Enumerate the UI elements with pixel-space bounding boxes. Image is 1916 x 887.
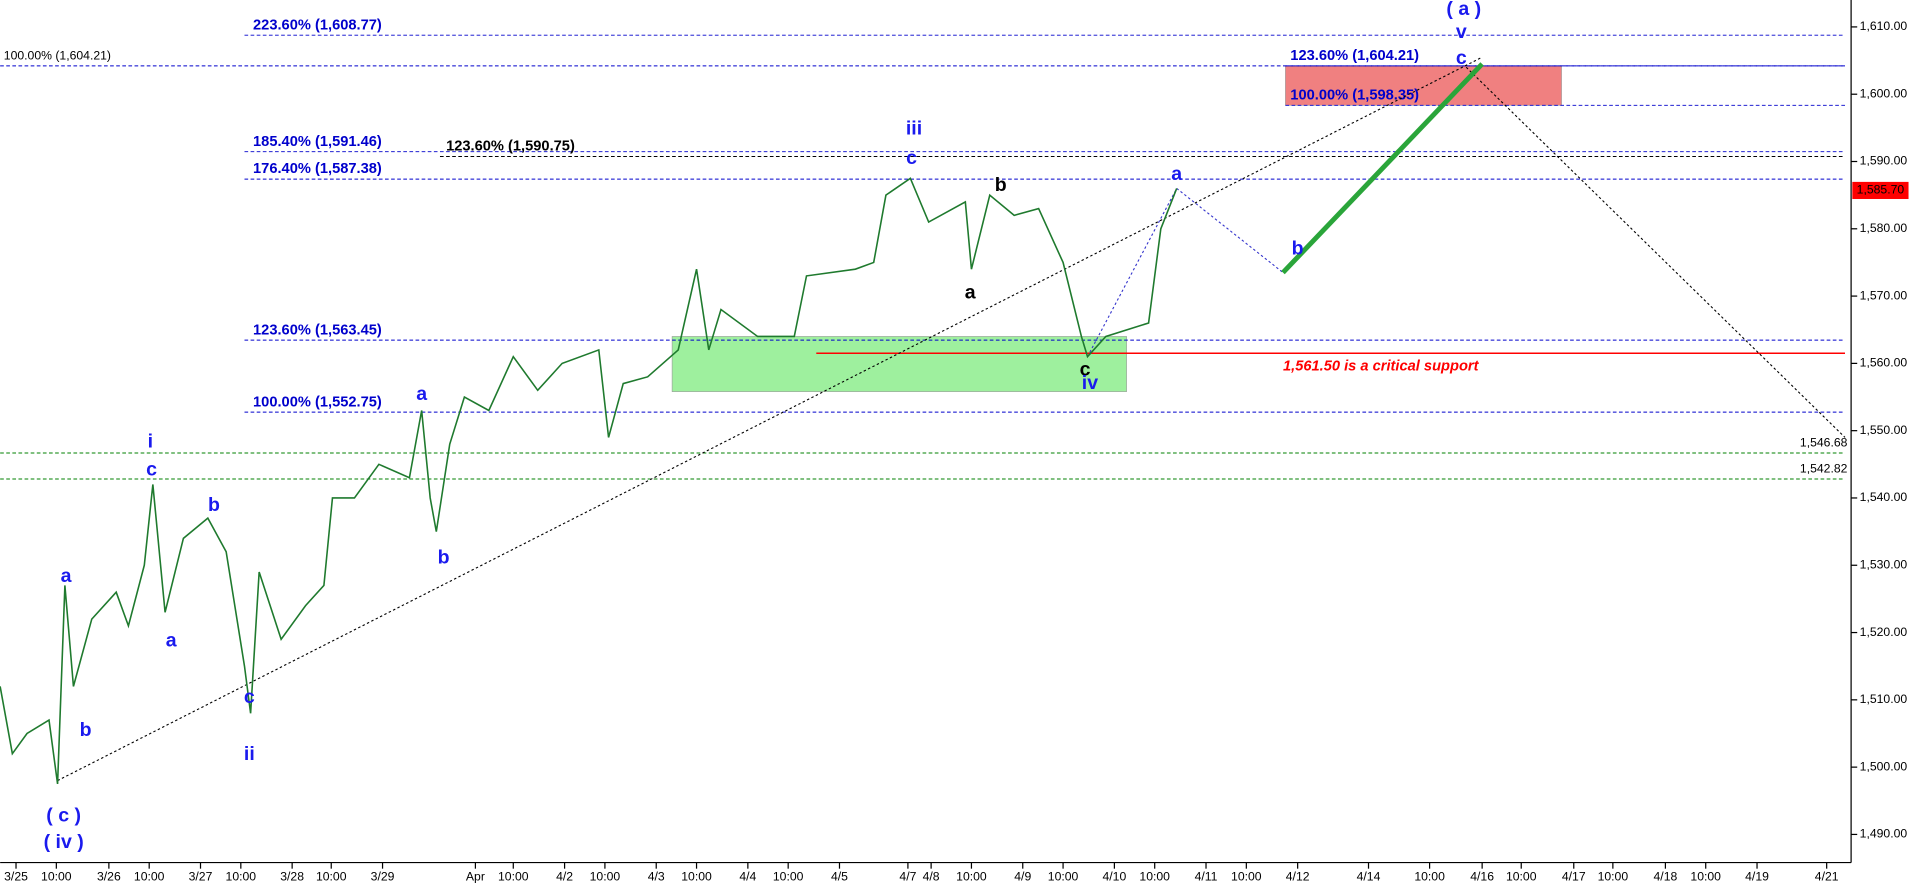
y-tick-label: 1,580.00 (1860, 221, 1908, 235)
wave-label: a (1171, 163, 1182, 185)
y-tick-label: 1,530.00 (1860, 557, 1908, 571)
x-tick-label: 4/11 (1195, 869, 1218, 883)
x-tick-label: 4/5 (831, 869, 848, 883)
x-tick-label: 10:00 (1506, 869, 1537, 883)
x-tick-label: 10:00 (316, 869, 347, 883)
wave-label: i (148, 430, 153, 452)
x-tick-label: 4/18 (1654, 869, 1678, 883)
wave-label: ii (244, 743, 255, 765)
y-tick-label: 1,590.00 (1860, 154, 1908, 168)
x-tick-label: 4/8 (923, 869, 940, 883)
x-tick-label: 10:00 (681, 869, 712, 883)
last-price-tag (1852, 181, 1909, 199)
wave-label: a (61, 565, 72, 587)
x-tick-label: 4/17 (1562, 869, 1586, 883)
x-tick-label: 10:00 (590, 869, 621, 883)
wave-label: c (1456, 47, 1467, 69)
x-tick-label: 4/2 (556, 869, 573, 883)
wave-label: b (995, 174, 1007, 196)
x-tick-label: 4/9 (1014, 869, 1031, 883)
x-tick-label: 10:00 (1231, 869, 1262, 883)
x-tick-label: 10:00 (41, 869, 72, 883)
x-tick-label: 4/3 (648, 869, 665, 883)
level-label: 100.00% (1,552.75) (253, 394, 382, 410)
x-tick-label: 4/21 (1815, 869, 1839, 883)
projection (1176, 187, 1284, 273)
level-label: 100.00% (1,604.21) (4, 48, 111, 62)
level-label: 1,546.68 (1800, 435, 1848, 449)
x-tick-label: 4/4 (739, 869, 756, 883)
wave-label: ( iv ) (44, 831, 84, 853)
x-tick-label: 10:00 (1598, 869, 1629, 883)
x-tick-label: 10:00 (1139, 869, 1170, 883)
price-line (0, 177, 1178, 785)
wave-label: c (244, 686, 255, 708)
wave-label: b (208, 494, 220, 516)
level-label: 123.60% (1,604.21) (1290, 48, 1419, 64)
x-tick-label: 3/29 (371, 869, 395, 883)
x-tick-label: 10:00 (226, 869, 257, 883)
level-label: 1,561.50 is a critical support (1283, 359, 1480, 375)
level-label: 223.60% (1,608.77) (253, 17, 382, 33)
wave-label: v (1456, 21, 1467, 43)
x-tick-label: 3/27 (189, 869, 213, 883)
x-tick-label: 4/12 (1286, 869, 1310, 883)
wave-label: b (80, 719, 92, 741)
y-tick-label: 1,600.00 (1860, 86, 1908, 100)
x-tick-label: 4/19 (1745, 869, 1769, 883)
y-tick-label: 1,490.00 (1860, 827, 1908, 841)
level-label: 176.40% (1,587.38) (253, 161, 382, 177)
y-tick-label: 1,560.00 (1860, 356, 1908, 370)
wave-label: c (906, 147, 917, 169)
wave-label: b (1292, 237, 1304, 259)
y-tick-label: 1,540.00 (1860, 490, 1908, 504)
wave-label: iii (906, 118, 922, 140)
x-tick-label: 3/25 (4, 869, 28, 883)
projection (1465, 66, 1846, 438)
level-label: 1,542.82 (1800, 461, 1848, 475)
x-tick-label: 10:00 (956, 869, 987, 883)
y-tick-label: 1,570.00 (1860, 288, 1908, 302)
wave-label: iv (1082, 372, 1098, 394)
x-tick-label: 3/26 (97, 869, 121, 883)
x-tick-label: Apr (466, 869, 485, 883)
wave-label: a (166, 630, 177, 652)
wave-label: c (1080, 358, 1091, 380)
x-tick-label: 10:00 (498, 869, 529, 883)
x-tick-label: 4/7 (899, 869, 916, 883)
wave-label: a (416, 383, 427, 405)
wave-label: c (146, 459, 157, 481)
x-tick-label: 10:00 (134, 869, 165, 883)
wave-label: ( c ) (46, 804, 81, 826)
y-tick-label: 1,520.00 (1860, 625, 1908, 639)
projection (57, 56, 1483, 782)
y-tick-label: 1,510.00 (1860, 692, 1908, 706)
y-tick-label: 1,610.00 (1860, 19, 1908, 33)
projection (1087, 188, 1178, 357)
projection (1281, 62, 1484, 275)
x-tick-label: 4/16 (1470, 869, 1494, 883)
x-tick-label: 10:00 (773, 869, 804, 883)
x-tick-label: 10:00 (1414, 869, 1445, 883)
level-label: 185.40% (1,591.46) (253, 134, 382, 150)
level-label: 100.00% (1,598.35) (1290, 87, 1419, 103)
x-tick-label: 10:00 (1690, 869, 1721, 883)
last-price-label: 1,585.70 (1857, 183, 1905, 197)
x-tick-label: 3/28 (280, 869, 304, 883)
wave-label: b (438, 547, 450, 569)
wave-label: a (965, 281, 976, 303)
x-tick-label: 4/10 (1103, 869, 1127, 883)
x-tick-label: 10:00 (1048, 869, 1079, 883)
level-label: 123.60% (1,563.45) (253, 322, 382, 338)
zone (671, 336, 1127, 392)
x-tick-label: 4/14 (1357, 869, 1381, 883)
level-label: 123.60% (1,590.75) (446, 139, 575, 155)
y-tick-label: 1,500.00 (1860, 759, 1908, 773)
y-tick-label: 1,550.00 (1860, 423, 1908, 437)
wave-label: ( a ) (1446, 0, 1481, 20)
